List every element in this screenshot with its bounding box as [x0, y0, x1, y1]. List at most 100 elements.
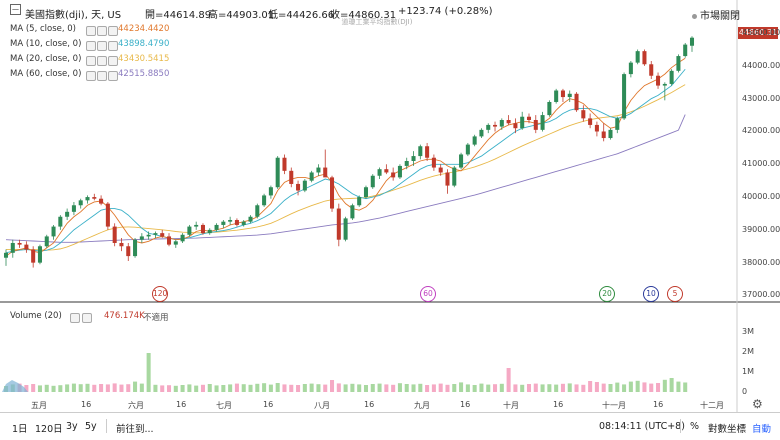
log-scale-button[interactable]: 對數坐標	[708, 424, 747, 435]
candle-body	[99, 198, 104, 204]
indicator-label[interactable]: MA (10, close, 0)	[10, 39, 82, 49]
event-marker[interactable]: 5	[667, 286, 683, 302]
candle-body	[499, 120, 504, 127]
range-1d-button[interactable]: 1日	[12, 424, 28, 435]
indicator-row: MA (10, close, 0) 43898.4790	[0, 38, 300, 52]
candle-body	[676, 56, 681, 71]
indicator-visibility-icon[interactable]	[86, 41, 96, 51]
candle-body	[683, 44, 688, 57]
event-marker[interactable]: 20	[599, 286, 615, 302]
candle-body	[397, 165, 402, 178]
volume-bar	[44, 384, 49, 392]
indicator-label[interactable]: MA (60, close, 0)	[10, 69, 82, 79]
time-tick-label: 16	[653, 400, 664, 409]
range-120d-button[interactable]: 120日	[35, 424, 63, 435]
candle-body	[187, 226, 192, 235]
time-tick-label: 五月	[31, 401, 47, 410]
candle-body	[268, 187, 273, 196]
event-marker[interactable]: 60	[420, 286, 436, 302]
event-marker[interactable]: 10	[643, 286, 659, 302]
volume-visibility-icon[interactable]	[70, 313, 80, 323]
indicator-close-icon[interactable]	[108, 41, 118, 51]
candle-body	[628, 62, 633, 75]
volume-bar	[438, 383, 443, 392]
percent-scale-button[interactable]: %	[690, 421, 700, 432]
candle-body	[506, 120, 511, 124]
volume-settings-icon[interactable]	[82, 313, 92, 323]
volume-bar	[581, 384, 586, 392]
indicator-close-icon[interactable]	[108, 71, 118, 81]
time-tick-label: 十一月	[602, 401, 626, 410]
volume-bar	[391, 384, 396, 392]
price-tick-label: 37000.00	[742, 290, 780, 300]
volume-bar	[200, 384, 205, 392]
ma20-line	[6, 84, 686, 251]
volume-bar	[452, 384, 457, 392]
indicator-settings-icon[interactable]	[97, 41, 107, 51]
range-3y-button[interactable]: 3y	[66, 421, 78, 432]
volume-bar	[207, 384, 212, 392]
indicator-settings-icon[interactable]	[97, 71, 107, 81]
candle-body	[200, 224, 205, 234]
candle-body	[302, 180, 307, 191]
clock-time: 08:14:11 (UTC+8)	[599, 421, 685, 432]
chart-watermark: 道瓊工業平均指數(DJI)	[342, 17, 413, 26]
event-marker[interactable]: 120	[152, 286, 168, 302]
price-tick-label: 40000.00	[742, 192, 780, 202]
candle-body	[350, 205, 355, 219]
candle-body	[363, 187, 368, 198]
indicator-close-icon[interactable]	[108, 56, 118, 66]
collapse-icon[interactable]: —	[10, 4, 21, 15]
volume-tick-label: 1M	[742, 367, 754, 376]
indicator-visibility-icon[interactable]	[86, 56, 96, 66]
indicator-settings-icon[interactable]	[97, 56, 107, 66]
volume-bar	[343, 384, 348, 392]
candle-body	[194, 224, 199, 227]
candle-body	[656, 75, 661, 86]
candle-body	[228, 220, 233, 222]
volume-bar	[166, 385, 172, 392]
volume-tick-label: 3M	[742, 327, 754, 336]
candle-body	[296, 183, 301, 191]
indicator-label[interactable]: MA (20, close, 0)	[10, 54, 82, 64]
volume-bar	[330, 380, 335, 392]
price-tick-label: 45000.00	[742, 28, 780, 38]
candle-body	[17, 242, 22, 245]
volume-bar	[547, 384, 552, 392]
auto-scale-button[interactable]: 自動	[752, 424, 772, 435]
volume-tick-label: 2M	[742, 347, 754, 356]
volume-label[interactable]: Volume (20)	[10, 311, 62, 321]
volume-bar	[133, 381, 138, 392]
indicator-value: 43430.5415	[118, 54, 170, 64]
indicator-label[interactable]: MA (5, close, 0)	[10, 24, 76, 34]
symbol-title[interactable]: 美國指數(dji), 天, US	[25, 10, 122, 21]
volume-bar	[221, 385, 226, 392]
goto-date-button[interactable]: 前往到...	[116, 424, 154, 435]
time-tick-label: 16	[460, 400, 471, 409]
volume-bar	[418, 383, 423, 392]
candle-body	[560, 90, 565, 98]
candle-body	[689, 37, 695, 46]
volume-bar	[397, 383, 402, 392]
indicator-close-icon[interactable]	[108, 26, 118, 36]
candle-body	[133, 239, 138, 257]
range-5y-button[interactable]: 5y	[85, 421, 97, 432]
candle-body	[370, 175, 375, 188]
settings-icon[interactable]: ⚙	[752, 397, 763, 411]
volume-bar	[370, 384, 375, 392]
volume-bar	[554, 384, 559, 392]
volume-bar	[126, 384, 131, 392]
chart-header: — 美國指數(dji), 天, US 開=44614.89 高=44903.01…	[0, 0, 780, 22]
indicator-visibility-icon[interactable]	[86, 71, 96, 81]
candle-body	[71, 205, 76, 212]
indicator-settings-icon[interactable]	[97, 26, 107, 36]
indicator-visibility-icon[interactable]	[86, 26, 96, 36]
candle-body	[146, 234, 151, 237]
price-tick-label: 41000.00	[742, 159, 780, 169]
volume-bar	[526, 384, 532, 392]
price-change: +123.74 (+0.28%)	[398, 6, 493, 17]
volume-bar	[662, 379, 667, 392]
candle-body	[119, 242, 124, 247]
